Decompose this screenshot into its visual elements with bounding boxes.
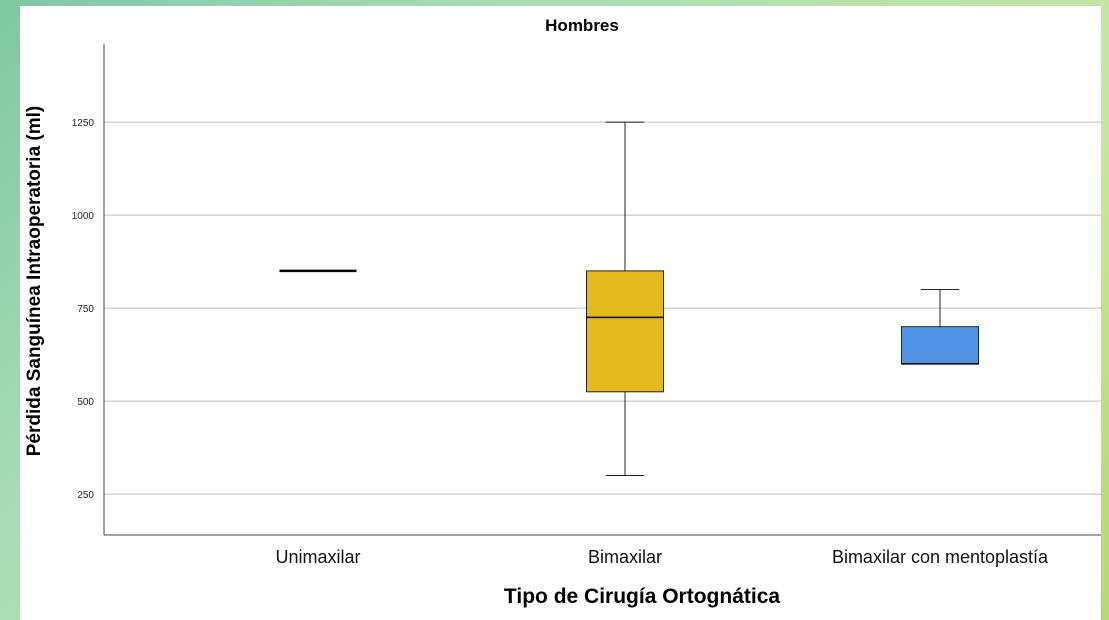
iqr-box — [586, 270, 664, 393]
boxplot-chart: Hombres 250 500 750 1000 1250 Unimaxilar Bima… — [24, 16, 1101, 608]
y-axis-label: Pérdida Sanguínea Intraoperatoria (ml) — [24, 106, 45, 457]
x-axis-label: Tipo de Cirugía Ortognática — [504, 585, 780, 608]
y-tick-label-500: 500 — [77, 397, 94, 408]
category-labels: Unimaxilar Bimaxilar Bimaxilar con mentopl… — [275, 547, 1049, 567]
box-3 — [901, 289, 979, 365]
iqr-box — [901, 326, 979, 365]
chart-panel: Hombres 250 500 750 1000 1250 Unimaxilar Bima… — [20, 6, 1101, 620]
category-label-2: Bimaxilar — [588, 547, 662, 567]
category-label-1: Unimaxilar — [275, 547, 360, 567]
y-tick-label-1000: 1000 — [72, 211, 95, 222]
y-tick-label-1250: 1250 — [72, 118, 95, 129]
chart-title: Hombres — [545, 16, 619, 35]
category-label-3: Bimaxilar con mentoplastía — [832, 547, 1049, 567]
y-tick-label-250: 250 — [77, 490, 94, 501]
box-2 — [586, 121, 664, 476]
y-tick-labels: 250 500 750 1000 1250 — [72, 118, 95, 501]
y-tick-label-750: 750 — [77, 304, 94, 315]
box-series — [279, 121, 979, 476]
